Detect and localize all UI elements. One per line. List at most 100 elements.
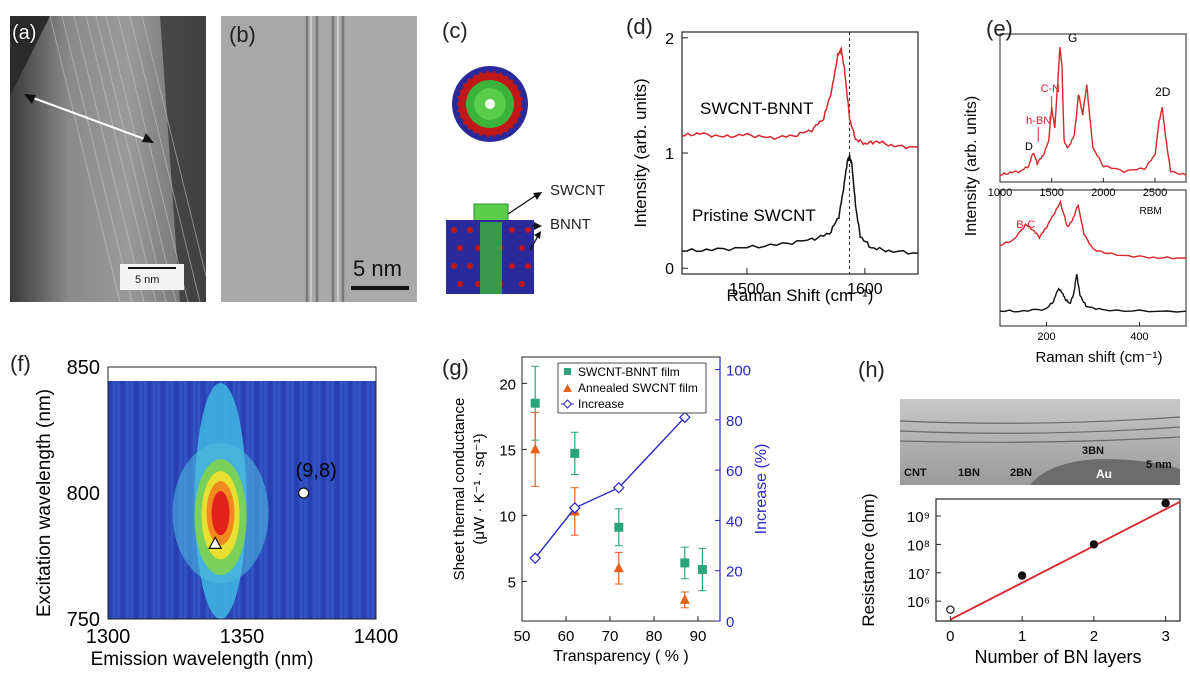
x-tick-label: 2 [1090,628,1098,645]
y-axis-label: Resistance (ohm) [859,493,878,626]
tem-image-a [10,16,206,302]
heatmap-cell [344,381,347,619]
y-axis-label: Intensity (arb. units) [631,78,650,227]
heatmap-cell [273,381,276,619]
y-tick-label: 10⁹ [907,509,930,526]
plot-frame [936,499,1180,621]
raman-chart-d: 1500 1600 0 1 2 SWCNT-BNNT Pristine SWCNT Raman… [620,14,932,314]
point-annealed-swcnt [614,562,624,572]
y2-tick-label: 60 [726,463,743,480]
x-tick-label: 200 [1037,331,1055,343]
y-tick-label: 10⁸ [907,537,930,554]
thermal-chart-g: 50 60 70 80 905101520020406080100SWCNT-BNNT … [440,345,820,671]
y2-tick-label: 100 [726,363,751,380]
heatmap-cell [286,381,289,619]
heatmap-cell [166,381,169,619]
y2-tick-label: 40 [726,513,743,530]
panel-e-chart: (e) 1000 1500 2000 2500 G C-N h-BN D 2D 200 400 B-C… [948,14,1190,374]
point-swcnt-bnnt [614,523,623,532]
x-tick-label: 2000 [1091,187,1115,199]
callout-swcnt: SWCNT [550,182,605,199]
x-tick-label: 60 [558,628,575,645]
series-line-bottom-black [1000,274,1186,312]
x-axis-label: Raman Shift (cm⁻¹) [727,286,874,305]
resistance-chart-h: 0 1 2 310⁶10⁷10⁸10⁹Number of BN layersResis… [840,345,1190,671]
heatmap-cell [295,381,298,619]
x-tick-label: 1400 [354,626,399,648]
legend-label: Increase [578,397,624,411]
x-tick-label: 50 [514,628,531,645]
heatmap-cell [313,381,316,619]
panel-label-e: (e) [986,16,1013,42]
annotation-g: G [1068,31,1077,45]
annotation-b-c: B-C [1016,219,1035,231]
y-tick-label: 2 [665,31,674,48]
scalebar-label-a: 5 nm [135,274,159,286]
heatmap-cell [322,381,325,619]
heatmap-cell [300,381,303,619]
series-line-top [1000,47,1186,175]
annotation-pristine-swcnt: Pristine SWCNT [692,206,816,225]
heatmap-red [212,491,230,535]
data-point [1162,500,1169,507]
y-tick-label: 5 [508,574,516,591]
heatmap-cell [327,381,330,619]
point-swcnt-bnnt [531,399,540,408]
y-tick-label: 10 [499,508,516,525]
heatmap-cell [331,381,334,619]
heatmap-cell [153,381,156,619]
heatmap-cell [135,381,138,619]
y2-tick-label: 80 [726,413,743,430]
heatmap-cell [170,381,173,619]
plot-frame [682,32,918,274]
heatmap-cell [130,381,133,619]
series-line-pristine-swcnt [682,155,918,254]
heatmap-cell [367,381,370,619]
annotation-d: D [1025,141,1033,153]
x-tick-label: 1 [1018,628,1026,645]
y-axis-label: Sheet thermal conductance [451,398,468,581]
x-tick-label: 2500 [1143,187,1167,199]
panel-b-tem-image: (b) 5 nm [221,16,417,302]
heatmap-cell [362,381,365,619]
y2-tick-label: 20 [726,564,743,581]
fit-line [950,502,1180,620]
legend-label: Annealed SWCNT film [578,381,698,395]
panel-label-f: (f) [10,351,31,377]
heatmap-cell [358,381,361,619]
point-swcnt-bnnt [680,558,689,567]
x-tick-label: 400 [1130,331,1148,343]
y-tick-label: 0 [665,261,674,278]
heatmap-cell [304,381,307,619]
y-axis-label-units: (μW · K⁻¹ · sq⁻¹) [471,433,488,544]
data-point [947,606,954,613]
panel-c-schematic: (c) SWCNT BNNT [430,16,610,306]
legend-label: SWCNT-BNNT film [578,365,680,379]
y-tick-label: 850 [67,357,100,379]
data-point [1019,572,1026,579]
point-swcnt-bnnt [698,565,707,574]
heatmap-cell [157,381,160,619]
annotation-swcnt-bnnt: SWCNT-BNNT [700,99,813,118]
y-tick-label: 750 [67,609,100,631]
y-axis-label: Excitation wavelength (nm) [34,389,55,617]
legend: SWCNT-BNNT film Annealed SWCNT film Increa… [558,363,706,413]
data-point [1090,541,1097,548]
panel-g-chart: (g) 50 60 70 80 90 5 10 15 20 0 20 40 60 80 100 SWCNT-B… [440,345,820,671]
point-annealed-swcnt [680,594,690,604]
annotation-9-8: (9,8) [296,460,337,482]
x-tick-label: 3 [1161,628,1169,645]
heatmap-cell [139,381,142,619]
panel-label-g: (g) [442,355,469,381]
x-tick-label: 1500 [1039,187,1063,199]
annotation-c-n: C-N [1041,83,1061,95]
heatmap-cell [282,381,285,619]
x-tick-label: 0 [946,628,954,645]
heatmap-cell [148,381,151,619]
panel-label-b: (b) [229,22,256,48]
heatmap-cell [353,381,356,619]
heatmap-cell [277,381,280,619]
legend-swatch [564,368,571,375]
heatmap-cell [349,381,352,619]
